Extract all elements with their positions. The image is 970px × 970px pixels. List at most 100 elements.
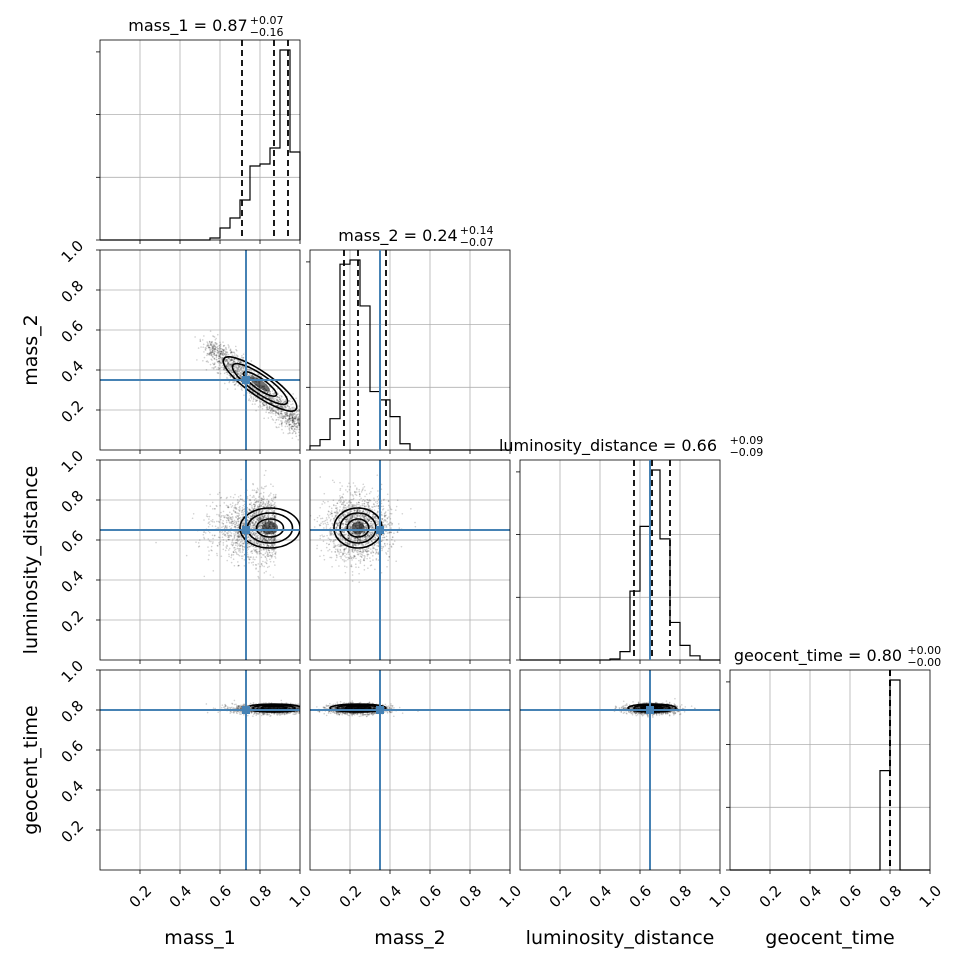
sample-point [353,516,356,518]
sample-point [256,543,259,545]
sample-point [220,518,222,521]
sample-point [212,347,214,350]
sample-point [210,341,212,344]
sample-point [211,344,214,347]
sample-point [266,540,268,542]
sample-point [296,410,299,412]
sample-point [257,570,260,573]
sample-point [239,544,242,547]
sample-point [234,548,237,551]
sample-point [218,355,221,357]
sample-point [268,554,271,557]
sample-point [321,517,324,520]
sample-point [271,408,274,411]
sample-point [240,361,243,364]
sample-point [243,545,245,548]
sample-point [325,546,328,549]
sample-point [261,521,264,524]
sample-point [277,401,279,403]
sample-point [269,520,271,522]
sample-point [221,357,224,360]
sample-point [243,559,246,561]
sample-point [248,384,251,386]
sample-point [292,419,295,421]
sample-point [254,542,257,544]
sample-point [281,413,283,416]
sample-point [270,555,273,557]
sample-point [238,539,240,542]
sample-point [393,540,396,542]
sample-point [279,413,282,415]
sample-point [366,510,369,513]
sample-point [283,400,286,402]
sample-point [255,521,257,523]
sample-point [269,390,271,393]
sample-point [250,374,252,377]
sample-point [335,507,337,510]
panel-frame [729,669,931,871]
sample-point [234,370,237,372]
sample-point [288,408,290,410]
sample-point [225,348,228,351]
sample-point [216,513,218,516]
sample-point [277,412,280,415]
sample-point [263,537,265,540]
sample-point [339,542,342,545]
sample-point [253,370,256,373]
sample-point [254,549,257,551]
sample-point [240,361,242,364]
sample-point [238,517,240,520]
sample-point [203,531,206,533]
sample-point [243,542,245,544]
sample-point [238,548,241,550]
sample-point [340,551,343,553]
sample-point [368,505,371,508]
sample-point [262,505,265,508]
sample-point [284,416,286,419]
sample-point [350,564,353,566]
sample-point [260,505,262,507]
sample-point [286,418,289,421]
sample-point [265,533,267,535]
sample-point [295,422,297,425]
sample-point [228,362,230,365]
sample-point [247,374,250,376]
sample-point [207,345,210,347]
sample-point [271,516,274,519]
tick-marks [726,681,931,874]
sample-point [211,349,214,352]
sample-point [364,499,366,502]
sample-point [199,340,202,342]
sample-point [291,417,294,419]
sample-point [264,469,267,472]
sample-point [233,521,236,524]
sample-point [256,537,259,540]
sample-point [266,533,269,536]
sample-point [291,425,293,428]
histogram-mass_1 [100,49,301,241]
sample-point [228,367,231,370]
sample-point [268,411,270,414]
sample-point [313,526,316,528]
sample-point [362,532,364,535]
sample-point [329,534,332,537]
sample-point [236,517,239,520]
sample-point [390,531,392,533]
sample-point [218,354,220,357]
sample-point [276,399,279,402]
sample-point [272,537,275,540]
sample-point [254,505,257,507]
sample-point [356,540,359,543]
sample-point [229,363,231,366]
sample-point [262,521,265,524]
sample-point [260,563,263,565]
sample-point [332,499,335,502]
sample-point [260,530,263,533]
sample-point [234,493,236,496]
sample-point [232,359,234,362]
sample-point [254,497,257,500]
sample-point [266,515,269,518]
sample-point [252,400,254,402]
sample-point [238,371,240,373]
sample-point [237,517,240,519]
